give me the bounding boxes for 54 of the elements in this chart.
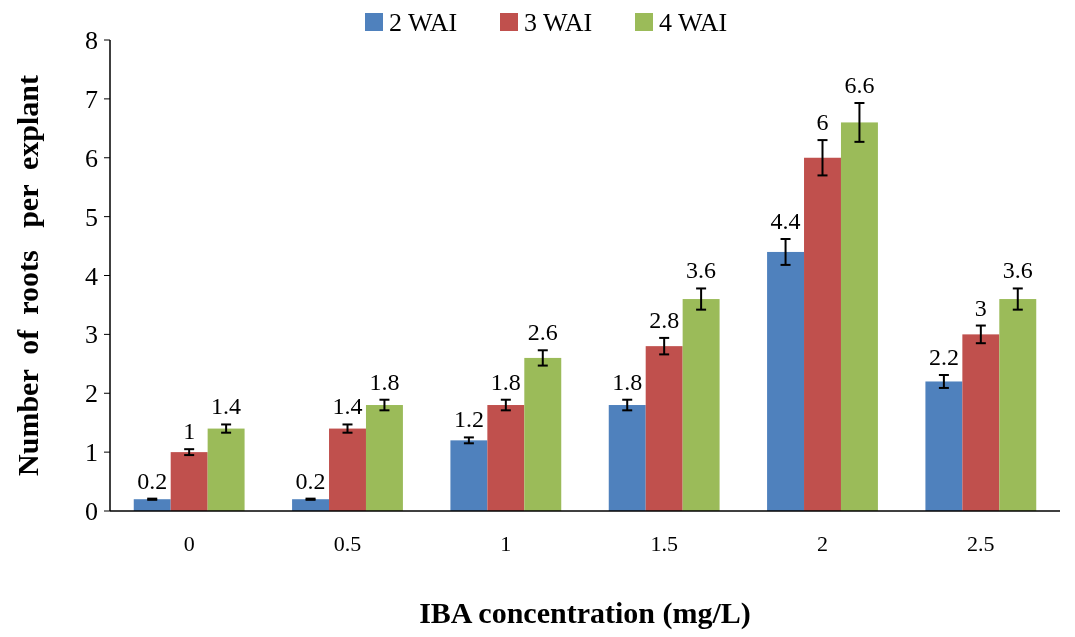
bar [608, 405, 646, 511]
data-label: 0.2 [295, 467, 326, 494]
legend-label: 3 WAI [524, 8, 593, 38]
y-tick-label: 5 [85, 202, 98, 232]
y-tick-label: 6 [85, 143, 98, 173]
y-tick-label: 2 [85, 379, 98, 409]
y-tick-label: 1 [85, 438, 98, 468]
y-tick-label: 3 [85, 320, 98, 350]
bar [962, 334, 1000, 511]
data-label: 2.6 [527, 319, 558, 346]
bar [524, 357, 562, 511]
x-tick-label: 1.5 [650, 531, 678, 556]
y-tick-label: 8 [85, 26, 98, 56]
bar [170, 452, 208, 511]
bar [767, 251, 805, 511]
data-label: 4.4 [770, 208, 801, 234]
bar [999, 299, 1037, 511]
bar [645, 346, 683, 511]
bar [329, 428, 366, 511]
bar [487, 405, 525, 511]
data-label: 3.6 [1002, 257, 1033, 284]
data-label: 1.8 [612, 368, 643, 395]
legend-label: 2 WAI [389, 8, 458, 38]
bar [450, 440, 488, 511]
bar [804, 157, 841, 511]
bar [365, 405, 403, 511]
data-label: 3.6 [686, 257, 717, 284]
y-tick-label: 0 [85, 497, 98, 527]
x-tick-label: 2 [817, 531, 828, 556]
data-label: 1.8 [369, 368, 400, 395]
data-label: 2.2 [928, 344, 959, 370]
bar [840, 122, 878, 511]
data-label: 1.2 [453, 406, 484, 433]
data-label: 1.4 [211, 393, 242, 420]
data-label: 1.4 [332, 393, 363, 420]
legend-label: 4 WAI [659, 8, 728, 38]
bar [682, 299, 720, 511]
x-tick-label: 0.5 [333, 531, 362, 556]
y-axis-title: Number of roots per explant [11, 75, 44, 476]
data-label: 3 [974, 294, 987, 321]
data-label: 2.8 [649, 306, 680, 333]
data-label: 6 [816, 109, 829, 136]
x-tick-label: 2.5 [967, 531, 995, 556]
data-label: 0.2 [137, 467, 168, 494]
y-tick-label: 4 [85, 261, 98, 291]
x-tick-label: 1 [500, 531, 512, 556]
x-tick-label: 0 [183, 531, 195, 556]
data-label: 1 [183, 418, 196, 445]
bar [925, 381, 963, 511]
data-label: 6.6 [844, 72, 875, 98]
y-tick-label: 7 [85, 84, 98, 114]
x-axis-title: IBA concentration (mg/L) [419, 596, 751, 630]
data-label: 1.8 [490, 368, 521, 395]
bar [207, 428, 245, 511]
